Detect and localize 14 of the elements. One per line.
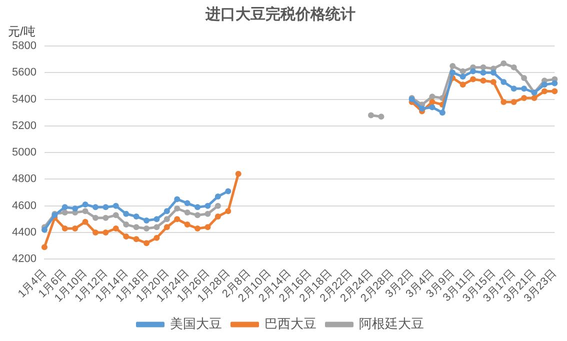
y-tick-label: 4800 [12, 173, 36, 186]
y-tick-label: 5600 [12, 66, 36, 79]
y-axis-title: 元/吨 [8, 24, 36, 38]
y-tick-label: 4200 [12, 253, 36, 266]
y-tick-label: 5000 [12, 146, 36, 159]
chart-title: 进口大豆完税价格统计 [204, 5, 356, 24]
legend-label: 美国大豆 [170, 316, 222, 332]
y-tick-label: 4400 [12, 226, 36, 239]
legend-label: 阿根廷大豆 [358, 316, 424, 332]
y-tick-label: 5800 [12, 40, 36, 52]
y-tick-label: 5200 [12, 120, 36, 132]
y-tick-label: 4600 [12, 200, 36, 212]
y-tick-label: 5400 [12, 93, 36, 106]
legend-label: 巴西大豆 [264, 316, 316, 332]
